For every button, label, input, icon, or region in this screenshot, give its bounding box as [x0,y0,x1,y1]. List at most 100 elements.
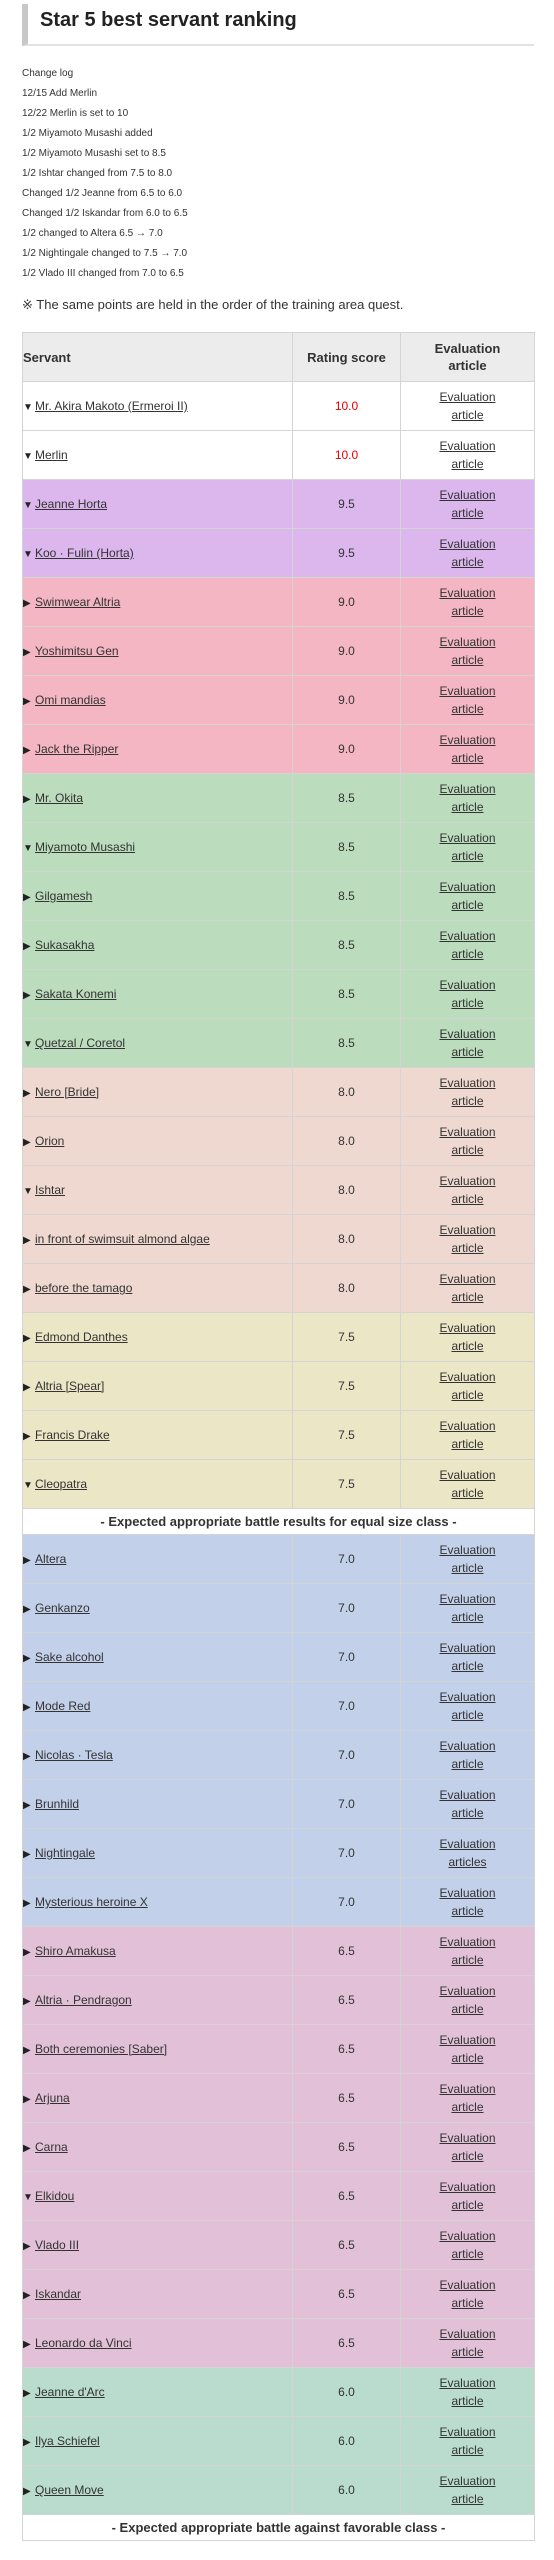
evaluation-article-link[interactable]: Evaluation article [439,1027,495,1059]
triangle-right-icon[interactable]: ▶ [23,1996,31,2007]
evaluation-article-link[interactable]: Evaluation article [439,978,495,1010]
triangle-right-icon[interactable]: ▶ [23,598,31,609]
evaluation-article-link[interactable]: Evaluation article [439,488,495,520]
servant-link[interactable]: Leonardo da Vinci [35,2336,132,2350]
servant-link[interactable]: Quetzal / Coretol [35,1036,126,1050]
triangle-right-icon[interactable]: ▶ [23,2339,31,2350]
triangle-right-icon[interactable]: ▶ [23,941,31,952]
servant-link[interactable]: Miyamoto Musashi [35,840,136,854]
triangle-down-icon[interactable]: ▼ [23,451,33,462]
triangle-down-icon[interactable]: ▼ [23,1039,33,1050]
triangle-right-icon[interactable]: ▶ [23,1284,31,1295]
servant-link[interactable]: Ishtar [35,1183,66,1197]
servant-link[interactable]: Iskandar [35,2287,82,2301]
triangle-right-icon[interactable]: ▶ [23,1702,31,1713]
servant-link[interactable]: Altria [Spear] [35,1379,105,1393]
servant-link[interactable]: Francis Drake [35,1428,110,1442]
triangle-down-icon[interactable]: ▼ [23,843,33,854]
servant-link[interactable]: Both ceremonies [Saber] [35,2042,168,2056]
evaluation-article-link[interactable]: Evaluation article [439,2425,495,2457]
triangle-down-icon[interactable]: ▼ [23,2192,33,2203]
servant-link[interactable]: Brunhild [35,1797,80,1811]
triangle-right-icon[interactable]: ▶ [23,2437,31,2448]
servant-link[interactable]: Genkanzo [35,1601,90,1615]
servant-link[interactable]: Mr. Akira Makoto (Ermeroi II) [35,399,188,413]
triangle-right-icon[interactable]: ▶ [23,2486,31,2497]
evaluation-article-link[interactable]: Evaluation article [439,831,495,863]
servant-link[interactable]: Shiro Amakusa [35,1944,116,1958]
triangle-right-icon[interactable]: ▶ [23,1604,31,1615]
servant-link[interactable]: Carna [35,2140,68,2154]
triangle-down-icon[interactable]: ▼ [23,1186,33,1197]
triangle-right-icon[interactable]: ▶ [23,1333,31,1344]
evaluation-article-link[interactable]: Evaluation article [439,1370,495,1402]
servant-link[interactable]: Arjuna [35,2091,70,2105]
evaluation-article-link[interactable]: Evaluation article [439,1641,495,1673]
servant-link[interactable]: Nightingale [35,1846,96,1860]
servant-link[interactable]: Ilya Schiefel [35,2434,100,2448]
evaluation-article-link[interactable]: Evaluation article [439,2082,495,2114]
triangle-right-icon[interactable]: ▶ [23,2045,31,2056]
evaluation-article-link[interactable]: Evaluation article [439,880,495,912]
triangle-right-icon[interactable]: ▶ [23,892,31,903]
evaluation-article-link[interactable]: Evaluation article [439,635,495,667]
evaluation-article-link[interactable]: Evaluation article [439,390,495,422]
triangle-right-icon[interactable]: ▶ [23,2388,31,2399]
servant-link[interactable]: Omi mandias [35,693,106,707]
evaluation-article-link[interactable]: Evaluation article [439,929,495,961]
triangle-down-icon[interactable]: ▼ [23,1480,33,1491]
servant-link[interactable]: Swimwear Altria [35,595,121,609]
triangle-down-icon[interactable]: ▼ [23,500,33,511]
servant-link[interactable]: Nero [Bride] [35,1085,100,1099]
servant-link[interactable]: Mode Red [35,1699,91,1713]
evaluation-article-link[interactable]: Evaluation article [439,1788,495,1820]
evaluation-article-link[interactable]: Evaluation article [439,2131,495,2163]
triangle-down-icon[interactable]: ▼ [23,549,33,560]
evaluation-article-link[interactable]: Evaluation article [439,1739,495,1771]
triangle-right-icon[interactable]: ▶ [23,1947,31,1958]
triangle-right-icon[interactable]: ▶ [23,745,31,756]
triangle-right-icon[interactable]: ▶ [23,1751,31,1762]
evaluation-article-link[interactable]: Evaluation article [439,2180,495,2212]
evaluation-article-link[interactable]: Evaluation article [439,1690,495,1722]
servant-link[interactable]: Jeanne d'Arc [35,2385,105,2399]
triangle-right-icon[interactable]: ▶ [23,1382,31,1393]
servant-link[interactable]: Queen Move [35,2483,104,2497]
triangle-right-icon[interactable]: ▶ [23,794,31,805]
servant-link[interactable]: Jeanne Horta [35,497,108,511]
evaluation-article-link[interactable]: Evaluation article [439,2327,495,2359]
evaluation-article-link[interactable]: Evaluation article [439,537,495,569]
servant-link[interactable]: Elkidou [35,2189,75,2203]
servant-link[interactable]: Altera [35,1552,67,1566]
servant-link[interactable]: Sukasakha [35,938,95,952]
evaluation-article-link[interactable]: Evaluation article [439,1272,495,1304]
evaluation-article-link[interactable]: Evaluation articles [439,1837,495,1869]
servant-link[interactable]: Jack the Ripper [35,742,119,756]
triangle-right-icon[interactable]: ▶ [23,1653,31,1664]
servant-link[interactable]: Nicolas · Tesla [35,1748,113,1762]
evaluation-article-link[interactable]: Evaluation article [439,1984,495,2016]
servant-link[interactable]: Mr. Okita [35,791,84,805]
evaluation-article-link[interactable]: Evaluation article [439,1076,495,1108]
evaluation-article-link[interactable]: Evaluation article [439,1543,495,1575]
triangle-right-icon[interactable]: ▶ [23,2290,31,2301]
servant-link[interactable]: Merlin [35,448,68,462]
evaluation-article-link[interactable]: Evaluation article [439,733,495,765]
evaluation-article-link[interactable]: Evaluation article [439,1592,495,1624]
servant-link[interactable]: Altria · Pendragon [35,1993,132,2007]
triangle-down-icon[interactable]: ▼ [23,402,33,413]
triangle-right-icon[interactable]: ▶ [23,1137,31,1148]
evaluation-article-link[interactable]: Evaluation article [439,439,495,471]
triangle-right-icon[interactable]: ▶ [23,2241,31,2252]
triangle-right-icon[interactable]: ▶ [23,1088,31,1099]
servant-link[interactable]: Vlado III [35,2238,80,2252]
evaluation-article-link[interactable]: Evaluation article [439,1321,495,1353]
triangle-right-icon[interactable]: ▶ [23,2143,31,2154]
evaluation-article-link[interactable]: Evaluation article [439,2376,495,2408]
evaluation-article-link[interactable]: Evaluation article [439,684,495,716]
triangle-right-icon[interactable]: ▶ [23,2094,31,2105]
servant-link[interactable]: Orion [35,1134,65,1148]
triangle-right-icon[interactable]: ▶ [23,1898,31,1909]
triangle-right-icon[interactable]: ▶ [23,1849,31,1860]
evaluation-article-link[interactable]: Evaluation article [439,782,495,814]
